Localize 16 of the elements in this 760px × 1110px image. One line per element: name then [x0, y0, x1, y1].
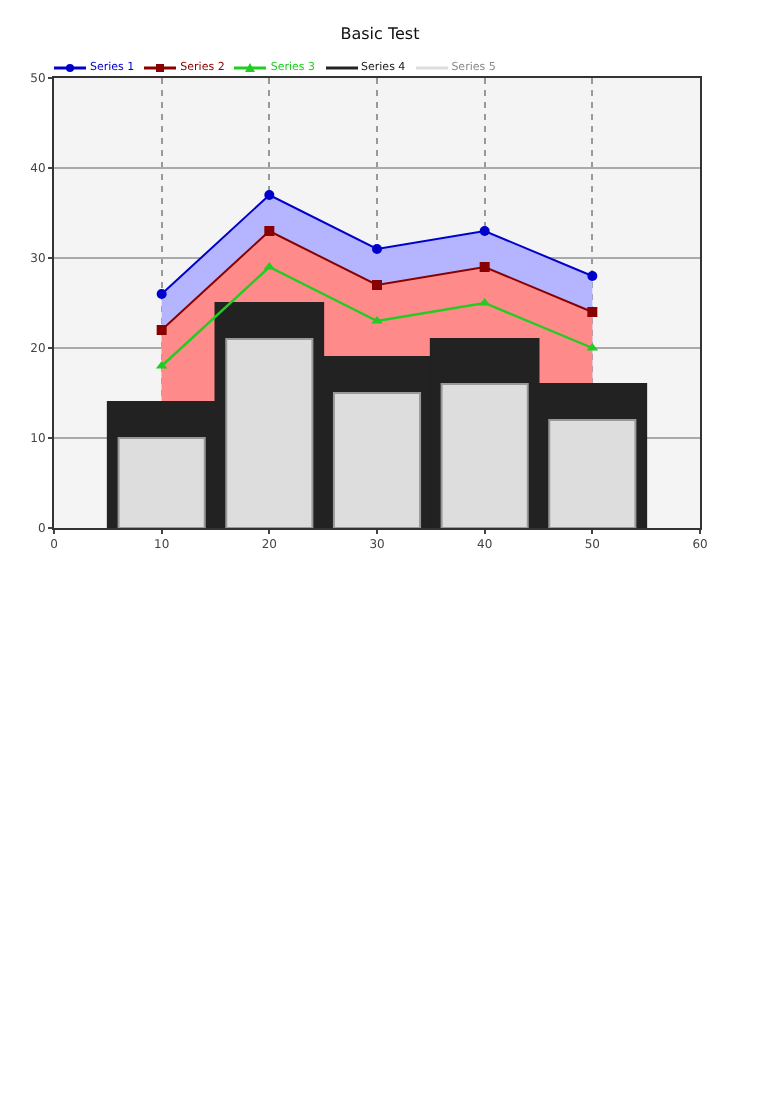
bar — [440, 383, 529, 528]
point — [479, 262, 490, 272]
point — [264, 190, 275, 200]
bar — [225, 338, 314, 528]
point — [372, 280, 382, 290]
point — [156, 325, 167, 335]
bar — [332, 392, 422, 528]
point — [156, 289, 167, 299]
point — [479, 226, 490, 236]
point — [372, 244, 382, 254]
chart-title: Basic Test — [340, 24, 420, 43]
point — [587, 307, 598, 317]
bar — [117, 437, 206, 528]
point — [264, 226, 275, 236]
bar — [548, 419, 637, 528]
point — [587, 271, 598, 281]
